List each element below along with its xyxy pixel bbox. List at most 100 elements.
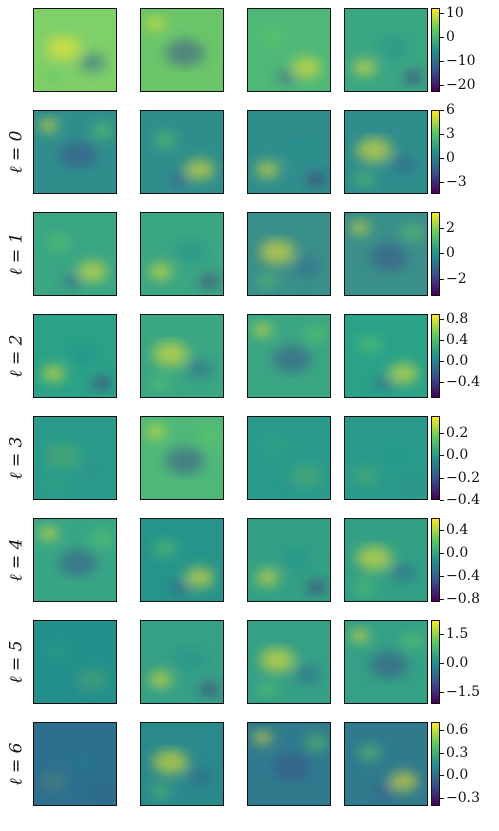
row-label-text: ℓ = 5 (6, 640, 27, 684)
colorbar-tick-label: 0.4 (446, 332, 469, 349)
field-blob (272, 345, 312, 373)
colorbar-tick (440, 729, 444, 731)
heatmap-panel (33, 8, 117, 92)
field-blob (165, 447, 205, 475)
row-label-text: ℓ = 3 (6, 436, 27, 480)
colorbar (431, 518, 440, 602)
colorbar-tick-label: −0.4 (446, 567, 480, 584)
colorbar-tick (440, 319, 444, 321)
field-blob (45, 443, 81, 469)
heatmap-panel (344, 110, 428, 194)
heatmap-panel (247, 416, 331, 500)
colorbar-tick (440, 477, 444, 479)
colorbar-tick (440, 36, 444, 38)
field-blob (388, 363, 419, 384)
colorbar-tick-label: 0.6 (446, 721, 469, 738)
field-blob (374, 376, 394, 391)
colorbar-tick (440, 575, 444, 577)
heatmap-panel (247, 8, 331, 92)
row-label-text: ℓ = 0 (6, 130, 27, 174)
colorbar-tick (440, 752, 444, 754)
heatmap-panel (344, 518, 428, 602)
colorbar-tick-label: 10 (446, 4, 464, 21)
field-blob (401, 224, 426, 241)
colorbar-tick-label: 0.2 (446, 424, 469, 441)
row-label-text: ℓ = 2 (6, 334, 27, 378)
field-blob (354, 172, 375, 187)
row-label: ℓ = 6 (2, 722, 30, 806)
field-blob (281, 547, 313, 569)
colorbar-tick-label: −3 (446, 174, 467, 190)
colorbar-tick-label: 1.5 (446, 625, 469, 642)
field-blob (185, 359, 214, 379)
field-blob (403, 478, 424, 493)
field-blob (67, 343, 99, 365)
colorbar-tick (440, 279, 444, 281)
field-blob (174, 241, 206, 263)
field-blob (152, 749, 188, 775)
field-blob (170, 172, 190, 187)
heatmap-panel (140, 518, 224, 602)
field-blob (356, 545, 392, 571)
heatmap-panel (247, 722, 331, 806)
field-blob (145, 16, 166, 31)
colorbar-tick (440, 110, 444, 111)
field-blob (41, 365, 66, 382)
heatmap-panel (33, 518, 117, 602)
colorbar-tick-label: 6 (446, 102, 455, 118)
field-blob (38, 526, 59, 541)
colorbar-tick (440, 340, 444, 342)
field-blob (184, 159, 215, 180)
field-blob (369, 243, 409, 271)
field-blob (291, 465, 322, 486)
colorbar-tick-label: −0.3 (446, 790, 480, 807)
field-blob (388, 771, 419, 792)
field-blob (90, 122, 115, 139)
field-blob (369, 651, 409, 679)
heatmap-panel (344, 314, 428, 398)
colorbar (431, 620, 440, 704)
row-label-text: ℓ = 6 (6, 742, 27, 786)
field-blob (378, 37, 410, 59)
row-label-text: ℓ = 1 (6, 232, 27, 276)
colorbar-tick (440, 552, 444, 554)
colorbar-tick-label: −20 (446, 76, 476, 93)
heatmap-panel (247, 518, 331, 602)
field-blob (281, 139, 313, 161)
field-blob (306, 580, 327, 595)
field-blob (257, 682, 278, 697)
colorbar-tick (440, 775, 444, 777)
colorbar-tick (440, 529, 444, 531)
field-blob (78, 461, 107, 481)
field-blob (304, 326, 329, 343)
colorbar-tick-label: 0.0 (446, 447, 469, 464)
field-blob (165, 39, 205, 67)
field-blob (357, 336, 382, 353)
field-blob (349, 628, 370, 643)
field-blob (401, 632, 426, 649)
colorbar-tick-label: 0.3 (446, 744, 469, 761)
colorbar-tick-label: −2 (446, 271, 467, 288)
field-blob (304, 734, 329, 751)
heatmap-panel (344, 212, 428, 296)
colorbar-tick-label: 0.0 (446, 353, 469, 370)
field-blob (389, 563, 418, 583)
heatmap-panel (344, 416, 428, 500)
field-blob (92, 784, 113, 799)
field-blob (354, 580, 375, 595)
heatmap-panel (247, 212, 331, 296)
colorbar-tick-label: 2 (446, 219, 455, 236)
colorbar-tick-label: 0 (446, 150, 455, 166)
field-blob (389, 155, 418, 175)
colorbar-tick (440, 599, 444, 601)
colorbar-tick (440, 500, 444, 501)
colorbar-tick-label: 0 (446, 245, 455, 262)
field-blob (152, 341, 188, 367)
heatmap-panel (140, 212, 224, 296)
heatmap-panel (247, 314, 331, 398)
field-blob (277, 70, 297, 85)
colorbar-tick (440, 662, 444, 664)
field-blob (197, 428, 222, 445)
field-blob (260, 30, 285, 47)
